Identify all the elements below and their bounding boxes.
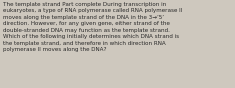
Text: The template strand Part complete During transcription in
eukaryotes, a type of : The template strand Part complete During… <box>3 2 182 52</box>
